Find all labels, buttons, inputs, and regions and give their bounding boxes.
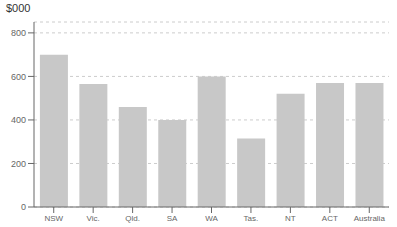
- svg-text:NSW: NSW: [44, 214, 63, 223]
- svg-text:ACT: ACT: [322, 214, 338, 223]
- svg-text:WA: WA: [205, 214, 218, 223]
- svg-text:NT: NT: [285, 214, 296, 223]
- svg-text:800: 800: [11, 28, 26, 38]
- svg-text:400: 400: [11, 115, 26, 125]
- svg-text:200: 200: [11, 159, 26, 169]
- svg-text:Tas.: Tas.: [244, 214, 259, 223]
- svg-text:Australia: Australia: [354, 214, 386, 223]
- html-text:$000: $000: [6, 2, 31, 14]
- svg-text:SA: SA: [167, 214, 178, 223]
- svg-text:Vic.: Vic.: [87, 214, 100, 223]
- svg-text:Qld.: Qld.: [125, 214, 140, 223]
- svg-text:0: 0: [21, 202, 26, 212]
- svg-text:600: 600: [11, 72, 26, 82]
